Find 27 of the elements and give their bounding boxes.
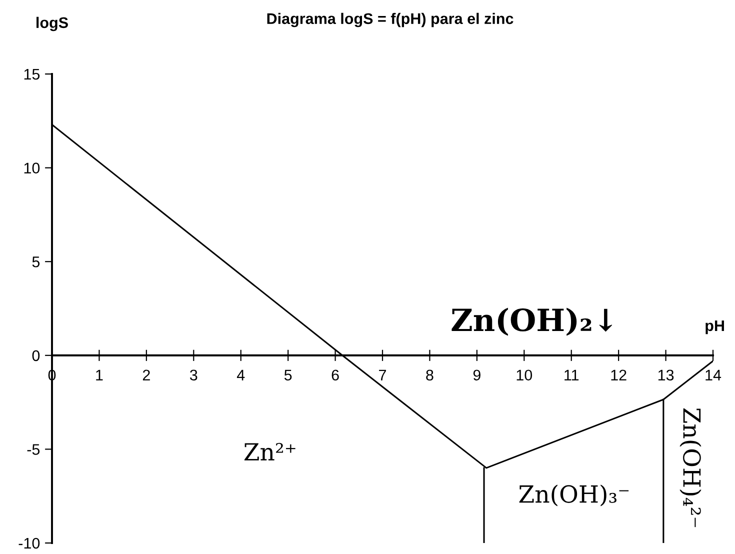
y-axis-title: logS [36,16,68,32]
x-tick-label: 11 [564,370,579,380]
x-tick-label: 8 [426,370,434,381]
x-tick-label: 6 [332,370,339,381]
y-tick-label: 10 [24,162,40,174]
x-tick-label: 12 [611,370,626,380]
x-tick-label: 10 [516,370,532,381]
x-tick-label: 7 [379,370,386,380]
x-tick-label: 1 [96,370,103,380]
x-tick-label: 14 [706,370,722,380]
y-tick-label: -10 [18,538,40,549]
x-tick-label: 5 [284,370,292,381]
chart-title: Diagrama logS = f(pH) para el zinc [267,12,514,28]
y-tick-label: -5 [27,444,40,455]
y-tick-label: 0 [32,350,40,362]
annotation: Zn²⁺ [244,442,296,460]
x-axis-title: pH [706,320,724,334]
y-tick-label: 15 [24,69,40,80]
annotation: Zn(OH)₄²⁻ [680,408,702,528]
x-tick-label: 13 [658,370,674,381]
x-tick-label: 9 [473,370,480,381]
x-tick-label: 4 [236,370,245,380]
annotation: Zn(OH)₃⁻ [519,484,629,506]
x-tick-label: 2 [142,370,150,380]
y-tick-label: 5 [32,256,40,268]
annotation: Zn(OH)₂↓ [452,308,612,336]
x-tick-label: 3 [190,370,198,381]
